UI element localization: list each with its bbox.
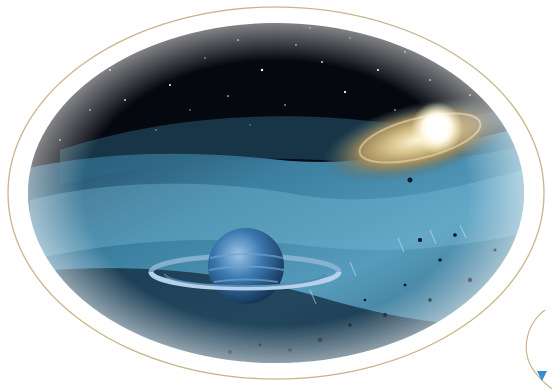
corner-accent bbox=[537, 371, 547, 381]
vignette bbox=[26, 21, 526, 365]
corner-curl bbox=[525, 309, 552, 389]
